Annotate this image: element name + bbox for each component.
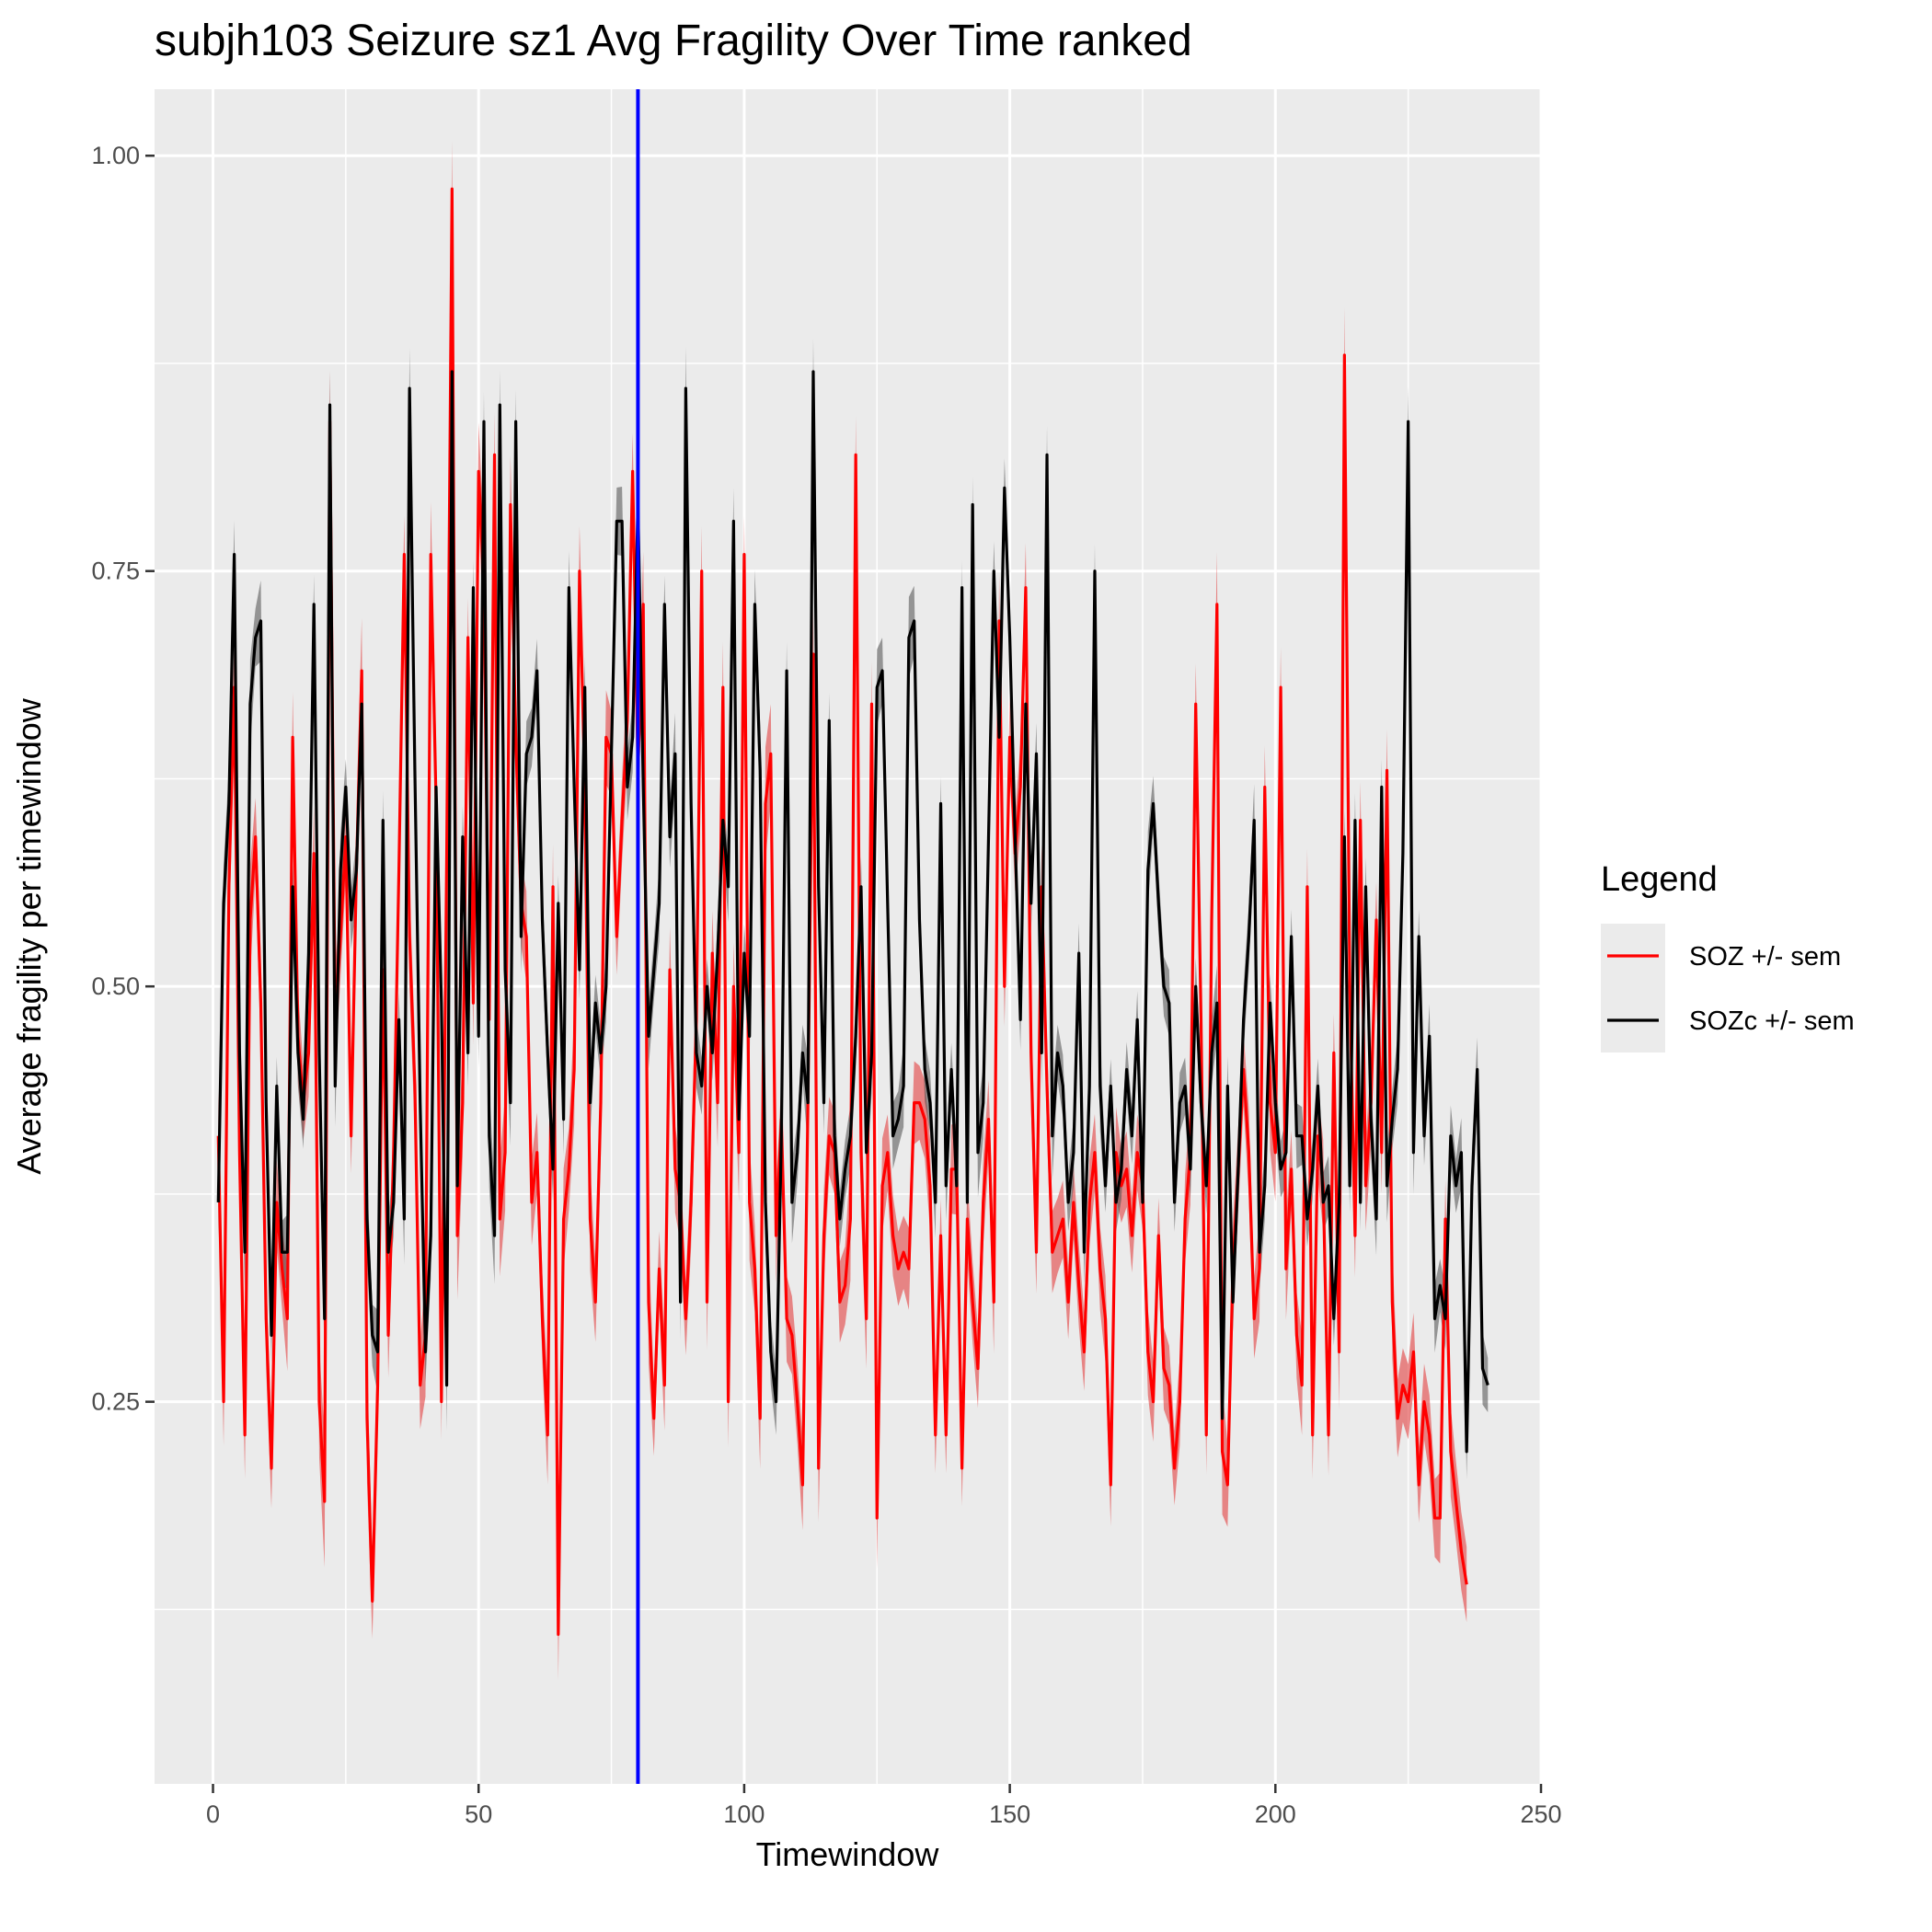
y-axis: 0.25 0.50 0.75 1.00 — [91, 142, 155, 1416]
legend-label: SOZc +/- sem — [1689, 1006, 1855, 1036]
x-tick-label: 50 — [465, 1800, 492, 1828]
x-axis-title: Timewindow — [756, 1835, 940, 1873]
legend: Legend SOZ +/- sem SOZc +/- sem — [1601, 860, 1855, 1052]
legend-title: Legend — [1601, 860, 1718, 899]
x-tick-label: 200 — [1255, 1800, 1296, 1828]
series-line-sozc — [216, 370, 1489, 1454]
x-tick-label: 150 — [989, 1800, 1030, 1828]
series-lines — [216, 187, 1489, 1637]
y-tick-label: 1.00 — [91, 142, 140, 169]
x-tick-label: 0 — [206, 1800, 220, 1828]
x-tick-label: 250 — [1520, 1800, 1561, 1828]
y-axis-title: Average fragility per timewindow — [10, 697, 48, 1175]
y-tick-label: 0.50 — [91, 972, 140, 1000]
chart-title: subjh103 Seizure sz1 Avg Fragility Over … — [155, 17, 1192, 65]
y-tick-label: 0.75 — [91, 558, 140, 585]
x-tick-label: 100 — [723, 1800, 765, 1828]
legend-label: SOZ +/- sem — [1689, 942, 1841, 972]
x-axis: 0 50 100 150 200 250 — [206, 1784, 1562, 1828]
series-line-soz — [216, 187, 1468, 1637]
y-tick-label: 0.25 — [91, 1388, 140, 1416]
legend-entries: SOZ +/- sem SOZc +/- sem — [1601, 924, 1855, 1052]
